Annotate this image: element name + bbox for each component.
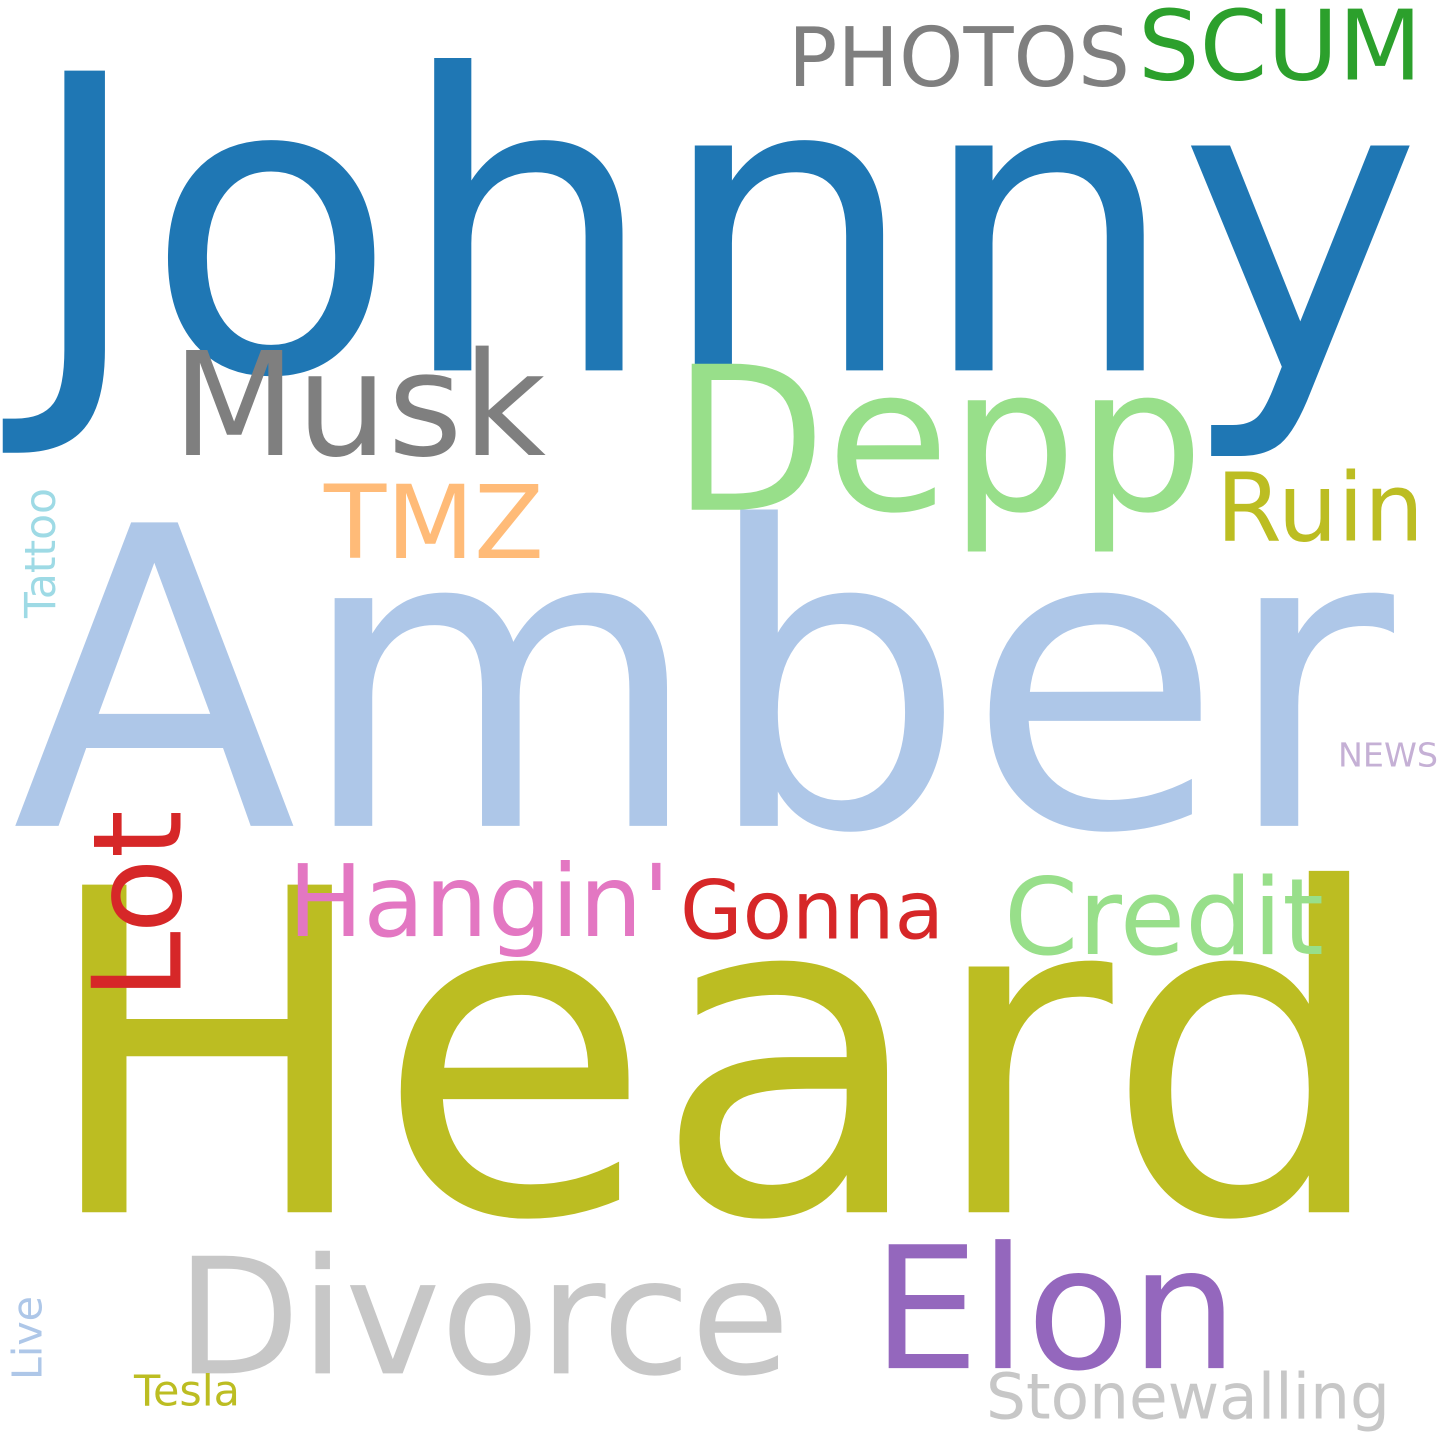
word-lot: Lot (67, 810, 211, 1000)
word-johnny: Johnny (24, 0, 1422, 468)
word-elon: Elon (872, 1211, 1238, 1410)
word-news: NEWS (1338, 735, 1438, 775)
word-musk: Musk (172, 320, 546, 489)
word-stonewalling: Stonewalling (986, 1360, 1390, 1434)
word-heard: Heard (38, 795, 1390, 1319)
word-ruin: Ruin (1216, 453, 1424, 564)
word-credit: Credit (1004, 855, 1324, 980)
word-tesla: Tesla (134, 1366, 240, 1417)
word-divorce: Divorce (176, 1224, 790, 1413)
word-tmz: TMZ (324, 464, 544, 584)
word-hangin: Hangin' (288, 843, 670, 960)
word-live: Live (3, 1296, 52, 1380)
word-gonna: Gonna (680, 864, 944, 959)
word-amber: Amber (12, 440, 1394, 925)
word-depp: Depp (672, 324, 1204, 558)
word-photos: PHOTOS (788, 11, 1130, 107)
word-scum: SCUM (1138, 0, 1422, 103)
word-tattoo: Tattoo (15, 488, 65, 618)
